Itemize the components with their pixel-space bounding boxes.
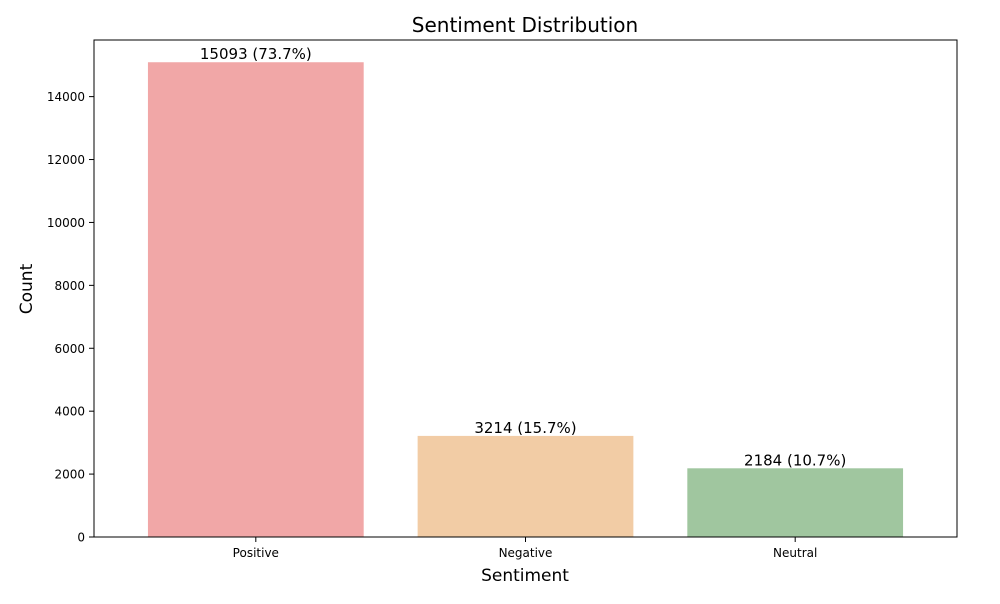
y-axis-ticks: 0 2000 4000 6000 8000 10000 12000 14000	[47, 90, 94, 545]
bar-labels-layer: 15093 (73.7%) 3214 (15.7%) 2184 (10.7%)	[200, 45, 846, 469]
y-axis-label: Count	[17, 263, 37, 314]
x-tick-label: Neutral	[773, 546, 817, 560]
y-tick-label: 8000	[54, 279, 85, 293]
x-axis-ticks: Positive Negative Neutral	[233, 537, 817, 560]
bar-value-label: 2184 (10.7%)	[744, 451, 846, 469]
bar-negative	[417, 435, 634, 537]
x-tick-label: Negative	[499, 546, 553, 560]
bar-value-label: 3214 (15.7%)	[474, 419, 576, 437]
chart-title: Sentiment Distribution	[412, 13, 638, 37]
x-axis-label: Sentiment	[481, 566, 569, 586]
y-tick-label: 0	[77, 531, 85, 545]
bar-value-label: 15093 (73.7%)	[200, 45, 312, 63]
bar-positive	[147, 62, 364, 538]
x-tick-label: Positive	[233, 546, 279, 560]
y-tick-label: 4000	[54, 405, 85, 419]
plot-frame	[93, 39, 958, 538]
y-tick-label: 6000	[54, 342, 85, 356]
y-tick-label: 14000	[47, 90, 85, 104]
y-tick-label: 2000	[54, 468, 85, 482]
y-tick-label: 12000	[47, 153, 85, 167]
bars-layer	[147, 62, 904, 538]
bar-neutral	[687, 468, 904, 537]
y-tick-label: 10000	[47, 216, 85, 230]
